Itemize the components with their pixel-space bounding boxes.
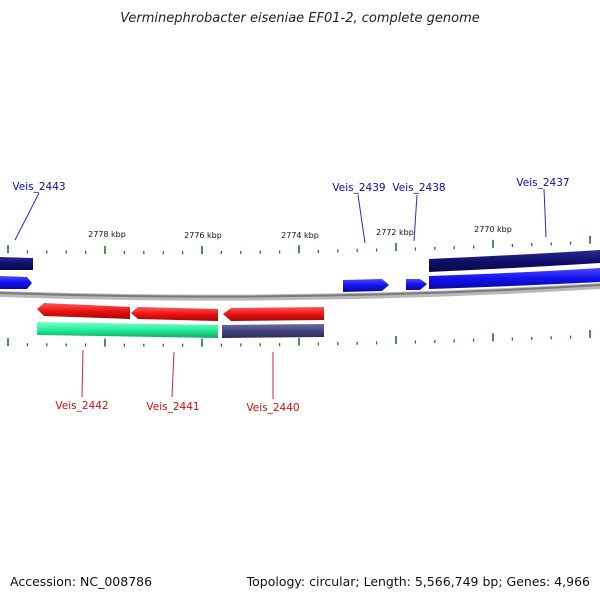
gene-veis-2437[interactable] <box>429 250 600 272</box>
scale-ticks-outer <box>7 235 591 255</box>
gene-veis-2441[interactable] <box>131 307 218 321</box>
gene-veis-2439[interactable] <box>343 279 389 292</box>
scale-label: 2772 kbp <box>376 228 414 237</box>
scale-ticks-inner <box>7 329 591 347</box>
gene-segment[interactable] <box>37 322 218 338</box>
scale-label: 2770 kbp <box>474 225 512 234</box>
label-leaders-bottom <box>81 349 274 399</box>
gene-segment[interactable] <box>0 257 33 270</box>
forward-strand <box>0 250 600 292</box>
gene-veis-2438[interactable] <box>406 279 427 290</box>
accession: Accession: NC_008786 <box>10 574 152 589</box>
scale-label: 2776 kbp <box>184 231 222 240</box>
gene-label[interactable]: Veis_2439 <box>332 182 385 194</box>
label-leaders-top <box>14 188 547 244</box>
gene-segment[interactable] <box>222 324 324 338</box>
genome-backbone-edge <box>0 284 600 298</box>
gene-label[interactable]: Veis_2441 <box>146 401 199 413</box>
gene-label[interactable]: Veis_2440 <box>246 402 299 414</box>
genome-summary: Topology: circular; Length: 5,566,749 bp… <box>246 574 590 589</box>
scale-label: 2778 kbp <box>88 230 126 239</box>
gene-label[interactable]: Veis_2437 <box>516 177 569 189</box>
map-title: Verminephrobacter eiseniae EF01-2, compl… <box>120 11 479 26</box>
gene-segment[interactable] <box>0 276 32 289</box>
gene-segment[interactable] <box>429 268 600 289</box>
scale-label: 2774 kbp <box>281 231 319 240</box>
gene-veis-2442[interactable] <box>37 303 130 319</box>
gene-label[interactable]: Veis_2438 <box>392 182 445 194</box>
gene-veis-2440[interactable] <box>223 307 324 321</box>
gene-label[interactable]: Veis_2442 <box>55 400 108 412</box>
reverse-strand <box>37 303 324 338</box>
gene-label[interactable]: Veis_2443 <box>12 181 65 193</box>
